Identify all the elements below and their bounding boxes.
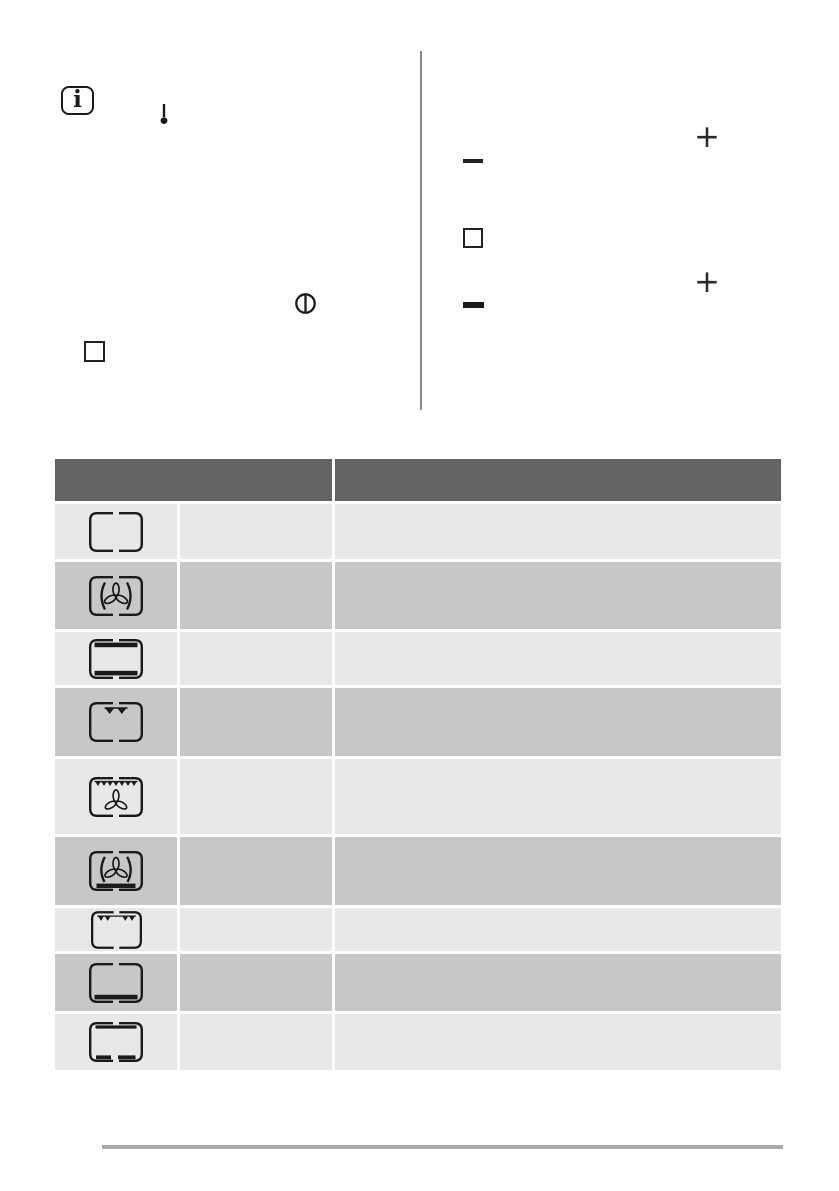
top-heat-dashed-bottom-icon <box>89 1022 143 1062</box>
function-description-cell <box>335 908 781 951</box>
footer-rule <box>102 1145 783 1149</box>
table-header-row <box>55 459 781 501</box>
function-name-cell <box>180 562 332 629</box>
function-icon-cell <box>55 688 177 756</box>
function-name-cell <box>180 504 332 559</box>
function-description-cell <box>335 837 781 905</box>
thermometer-icon <box>160 104 168 124</box>
function-description-cell <box>335 954 781 1011</box>
header-cell-function <box>55 459 332 501</box>
function-description-cell <box>335 688 781 756</box>
plus-icon: + <box>694 264 720 300</box>
plus-icon: + <box>694 119 720 155</box>
table-row <box>55 632 781 685</box>
fan-with-bottom-heat-icon <box>89 851 143 891</box>
function-name-cell <box>180 688 332 756</box>
info-icon: i <box>61 86 94 115</box>
oven-functions-table <box>55 459 781 1070</box>
function-icon-cell <box>55 954 177 1011</box>
function-name-cell <box>180 632 332 685</box>
function-description-cell <box>335 632 781 685</box>
top-and-bottom-heat-icon <box>89 638 143 679</box>
square-outline-icon <box>463 228 483 248</box>
column-divider <box>420 51 422 410</box>
minus-icon <box>463 302 484 308</box>
function-name-cell <box>180 837 332 905</box>
square-outline-icon <box>84 341 105 362</box>
function-description-cell <box>335 759 781 834</box>
function-name-cell <box>180 908 332 951</box>
bottom-heat-icon <box>89 962 143 1003</box>
double-grill-icon <box>90 910 142 949</box>
true-fan-icon <box>89 575 143 616</box>
table-row <box>55 759 781 834</box>
table-row <box>55 1014 781 1070</box>
table-row <box>55 504 781 559</box>
function-description-cell <box>335 562 781 629</box>
function-name-cell <box>180 759 332 834</box>
function-icon-cell <box>55 908 177 951</box>
function-description-cell <box>335 1014 781 1070</box>
grill-icon <box>89 702 143 742</box>
function-name-cell <box>180 1014 332 1070</box>
function-description-cell <box>335 504 781 559</box>
table-row <box>55 954 781 1011</box>
minus-icon <box>463 159 483 164</box>
function-icon-cell <box>55 837 177 905</box>
table-row <box>55 562 781 629</box>
function-icon-cell <box>55 759 177 834</box>
table-row <box>55 908 781 951</box>
table-row <box>55 837 781 905</box>
function-icon-cell <box>55 504 177 559</box>
fan-and-grill-icon <box>89 776 143 817</box>
function-name-cell <box>180 954 332 1011</box>
oven-cavity-icon <box>89 511 143 552</box>
function-icon-cell <box>55 562 177 629</box>
power-on-off-icon <box>295 293 316 314</box>
function-icon-cell <box>55 1014 177 1070</box>
table-row <box>55 688 781 756</box>
info-icon-glyph: i <box>73 86 82 113</box>
function-icon-cell <box>55 632 177 685</box>
header-cell-application <box>335 459 781 501</box>
